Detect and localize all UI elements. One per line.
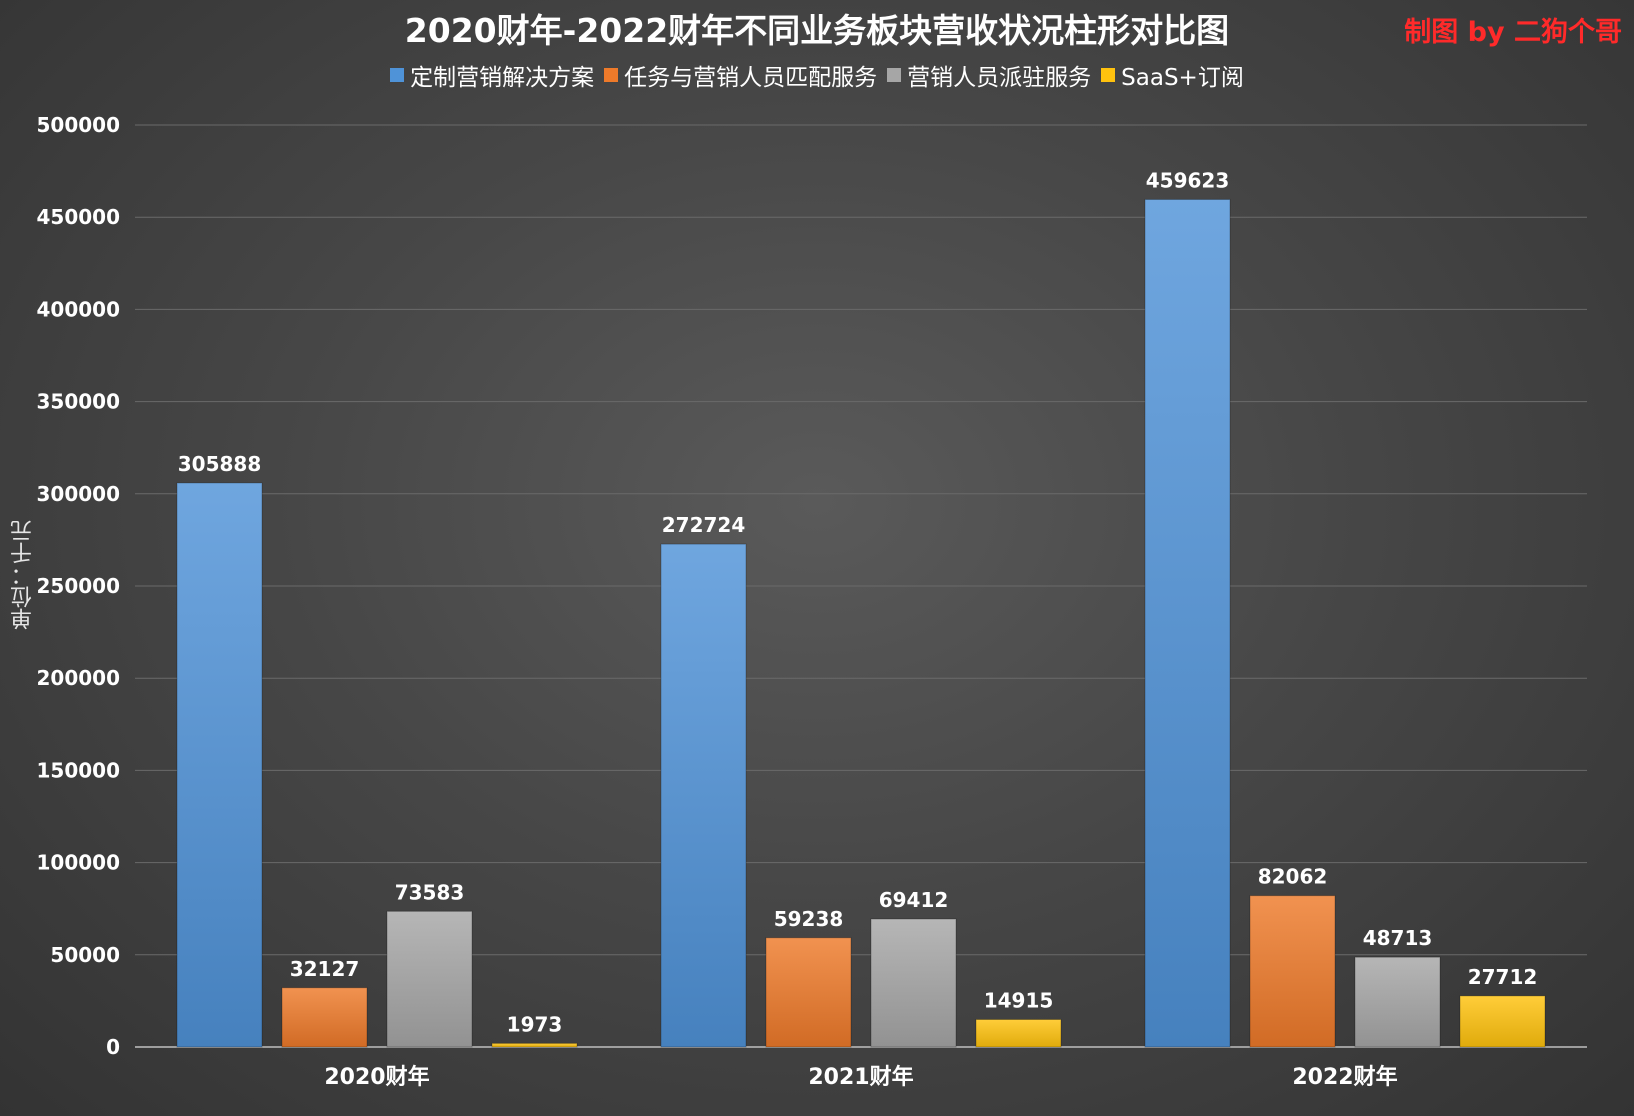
bar [765, 937, 852, 1048]
data-label: 73583 [395, 880, 465, 904]
legend-item-0: 定制营销解决方案 [390, 58, 594, 92]
chart-legend: 定制营销解决方案 任务与营销人员匹配服务 营销人员派驻服务 SaaS+订阅 [0, 58, 1634, 92]
legend-item-3: SaaS+订阅 [1101, 58, 1244, 92]
bar [386, 910, 473, 1048]
legend-label: 定制营销解决方案 [410, 65, 595, 91]
data-label: 305888 [178, 452, 262, 476]
legend-swatch-icon [604, 68, 619, 82]
data-label: 1973 [507, 1012, 563, 1036]
data-label: 48713 [1363, 926, 1433, 950]
y-tick-label: 400000 [37, 297, 121, 321]
bar [281, 987, 368, 1048]
y-tick-label: 450000 [37, 205, 121, 229]
bar [491, 1042, 578, 1048]
data-label: 27712 [1468, 965, 1538, 989]
bar [975, 1018, 1062, 1048]
x-tick-label: 2020财年 [324, 1064, 429, 1090]
data-label: 82062 [1258, 865, 1328, 889]
y-tick-label: 500000 [37, 113, 121, 137]
y-tick-label: 150000 [37, 758, 121, 782]
data-label: 59238 [774, 907, 844, 931]
legend-swatch-icon [390, 68, 405, 82]
legend-label: 任务与营销人员匹配服务 [624, 65, 878, 91]
data-label: 459623 [1146, 168, 1230, 192]
bar [870, 918, 957, 1048]
y-tick-label: 0 [106, 1035, 120, 1059]
legend-item-1: 任务与营销人员匹配服务 [604, 58, 877, 92]
legend-label: 营销人员派驻服务 [907, 65, 1092, 91]
data-label: 272724 [662, 513, 746, 537]
bar [1354, 956, 1441, 1048]
legend-item-2: 营销人员派驻服务 [887, 58, 1091, 92]
x-tick-label: 2022财年 [1292, 1064, 1397, 1090]
y-tick-label: 200000 [37, 666, 121, 690]
data-label: 32127 [290, 957, 360, 981]
x-tick-label: 2021财年 [808, 1064, 913, 1090]
data-label: 14915 [984, 988, 1054, 1012]
y-tick-label: 300000 [37, 482, 121, 506]
y-tick-label: 350000 [37, 390, 121, 414]
y-tick-label: 100000 [37, 851, 121, 875]
data-label: 69412 [879, 888, 949, 912]
legend-swatch-icon [1101, 68, 1116, 82]
bar [176, 482, 263, 1048]
y-tick-label: 50000 [50, 943, 120, 967]
bar [1249, 895, 1336, 1048]
bar [1459, 995, 1546, 1048]
bar [660, 543, 747, 1048]
chart-title: 2020财年-2022财年不同业务板块营收状况柱形对比图 [404, 11, 1230, 50]
legend-label: SaaS+订阅 [1121, 65, 1244, 91]
y-tick-label: 250000 [37, 574, 121, 598]
bar [1144, 198, 1231, 1048]
chart-credit: 制图 by 二狗个哥 [1404, 17, 1622, 48]
legend-swatch-icon [887, 68, 902, 82]
